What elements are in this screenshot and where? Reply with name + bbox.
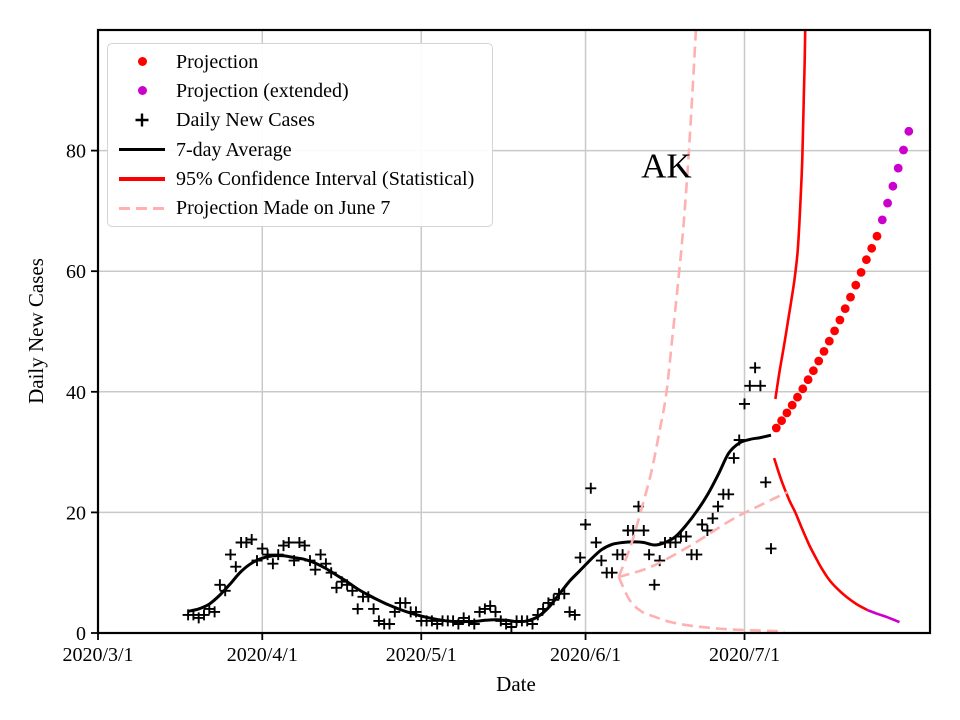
y-axis-title: Daily New Cases	[24, 258, 48, 404]
line-marker-icon	[108, 177, 176, 181]
series-projection	[771, 231, 882, 433]
plus-markers	[182, 362, 777, 633]
projection-dot	[819, 347, 829, 356]
series-june-7-projection-upper-path	[617, 30, 698, 578]
projection-dot	[888, 181, 898, 191]
series-95-ci-lower-bound-extended-	[867, 608, 900, 624]
line-marker-icon	[108, 148, 176, 152]
series-95-ci-lower-bound-extended--path	[867, 608, 900, 624]
projection-dot	[877, 215, 887, 225]
projection-dot	[893, 163, 903, 173]
legend-label: 7-day Average	[176, 138, 292, 161]
y-tick-label: 40	[66, 382, 86, 404]
legend-label: Projection Made on June 7	[176, 197, 391, 220]
tick-labels: 2020/3/1 2020/4/1 2020/5/1 2020/6/1 2020/7/1…	[62, 141, 780, 666]
series-7-day-average-path	[187, 433, 772, 624]
x-tick-label: 2020/7/1	[709, 644, 780, 666]
x-tick-label: 2020/5/1	[386, 644, 457, 666]
projection-dot	[809, 366, 818, 376]
axes-layer	[91, 28, 932, 640]
series-7-day-average	[187, 433, 772, 624]
x-tick-label: 2020/6/1	[550, 644, 621, 666]
series-june-7-projection-central	[618, 490, 789, 579]
x-tick-label: 2020/3/1	[62, 644, 133, 666]
legend-entry-7-day-average: 7-day Average	[108, 135, 492, 164]
projection-dot	[856, 268, 866, 277]
legend-label: Daily New Cases	[176, 109, 315, 132]
projection-dot	[899, 145, 908, 155]
x-tick-label: 2020/4/1	[227, 644, 298, 666]
projection-dot	[883, 198, 892, 208]
data-series-layer	[182, 30, 914, 633]
projection-dot	[798, 384, 808, 394]
legend-label: Projection	[176, 50, 259, 73]
series-june-7-projection-lower-path	[617, 576, 785, 633]
y-tick-label: 20	[66, 502, 86, 524]
dashed-marker-icon	[108, 206, 176, 210]
series-95-ci-lower-bound-path	[772, 457, 869, 612]
projection-dot	[840, 304, 850, 313]
x-axis-title: Date	[496, 672, 536, 696]
projection-dot	[872, 231, 882, 241]
series-95-ci-upper-bound	[774, 30, 807, 400]
projection-dot	[803, 375, 813, 385]
series-95-ci-upper-bound-path	[774, 30, 807, 400]
dot-marker-icon	[108, 86, 176, 96]
state-annotation: AK	[641, 147, 692, 186]
y-tick-label: 80	[66, 141, 86, 163]
y-tick-label: 0	[76, 623, 86, 645]
projection-dot	[835, 315, 845, 325]
series-june-7-projection-central-path	[618, 490, 789, 579]
series-daily-new-cases	[182, 362, 777, 633]
projection-dot	[867, 243, 877, 253]
projection-dot	[771, 423, 781, 433]
projection-dot	[824, 336, 834, 346]
legend-box: Projection Projection (extended) Daily New…	[107, 43, 493, 227]
legend-label: Projection (extended)	[176, 79, 349, 102]
series-95-ci-lower-bound	[772, 457, 869, 612]
projection-dot	[846, 292, 855, 302]
projection-dot	[814, 356, 824, 366]
dot-marker-icon	[108, 57, 176, 67]
series-projection-extended-	[877, 126, 914, 225]
projection-dot	[782, 408, 792, 418]
projection-dot	[904, 126, 914, 136]
projection-dot	[862, 255, 871, 265]
y-tick-label: 60	[66, 261, 86, 283]
projection-dot	[777, 416, 786, 426]
plot-border	[96, 28, 932, 635]
projection-dot	[787, 400, 797, 410]
plus-marker-icon	[108, 112, 176, 128]
series-june-7-projection-lower	[617, 576, 785, 633]
projection-dot	[851, 280, 861, 290]
legend-entry-projection: Projection	[108, 47, 492, 76]
projection-dot	[830, 326, 839, 336]
legend-entry-projection-extended-: Projection (extended)	[108, 76, 492, 105]
legend-label: 95% Confidence Interval (Statistical)	[176, 167, 475, 190]
legend-entry-projection-made-on-june-7: Projection Made on June 7	[108, 194, 492, 223]
legend-entry-95-confidence-interval-statistical-: 95% Confidence Interval (Statistical)	[108, 164, 492, 193]
series-june-7-projection-upper	[617, 30, 698, 578]
legend-entry-daily-new-cases: Daily New Cases	[108, 106, 492, 135]
projection-dot	[793, 392, 802, 402]
